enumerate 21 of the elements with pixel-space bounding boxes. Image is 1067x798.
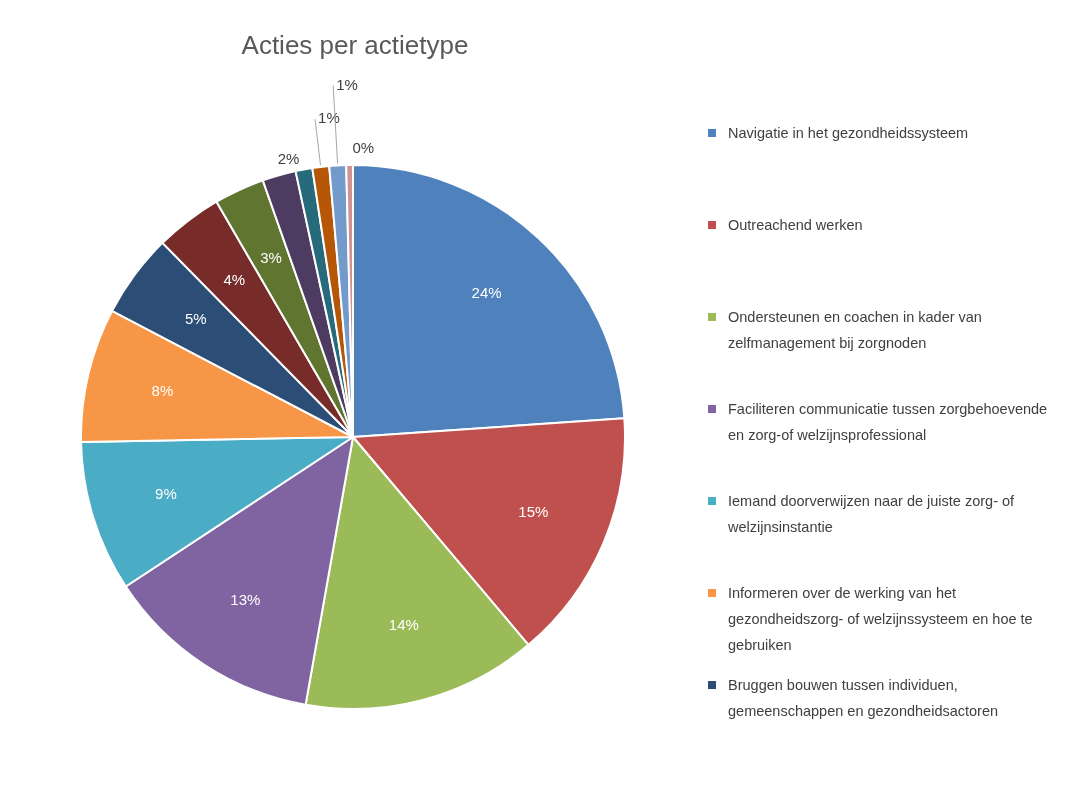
data-label: 5% bbox=[184, 310, 207, 328]
data-label: 3% bbox=[260, 249, 282, 267]
legend-label: Informeren over de werking van het gezondheidszorg- of welzijnssysteem en hoe te gebruiken bbox=[727, 584, 1034, 655]
legend-label: Ondersteunen en coachen in kader van zelfmanagement bij zorgnoden bbox=[727, 308, 983, 353]
data-label: 1% bbox=[318, 109, 340, 127]
data-label: 4% bbox=[223, 271, 246, 289]
data-label: 9% bbox=[155, 485, 177, 503]
data-label: 13% bbox=[230, 590, 261, 608]
chart-title: Acties per actietype bbox=[240, 30, 470, 61]
data-label: 8% bbox=[151, 382, 174, 400]
data-label: 14% bbox=[388, 616, 419, 634]
data-label: 1% bbox=[336, 75, 358, 93]
legend-label: Iemand doorverwijzen naar de juiste zorg- of welzijnsinstantie bbox=[727, 492, 1016, 537]
legend-label: Faciliteren communicatie tussen zorgbehoevende en zorg-of welzijnsprofessional bbox=[727, 400, 1048, 445]
data-label: 15% bbox=[518, 503, 549, 521]
legend-label: Bruggen bouwen tussen individuen, gemeenschappen en gezondheidsactoren bbox=[727, 676, 1000, 721]
data-label: 24% bbox=[471, 283, 502, 301]
data-label: 0% bbox=[352, 139, 375, 157]
legend-label: Navigatie in het gezondheidssysteem bbox=[727, 124, 970, 143]
legend-label: Outreachend werken bbox=[727, 216, 864, 235]
data-label: 2% bbox=[277, 149, 300, 167]
